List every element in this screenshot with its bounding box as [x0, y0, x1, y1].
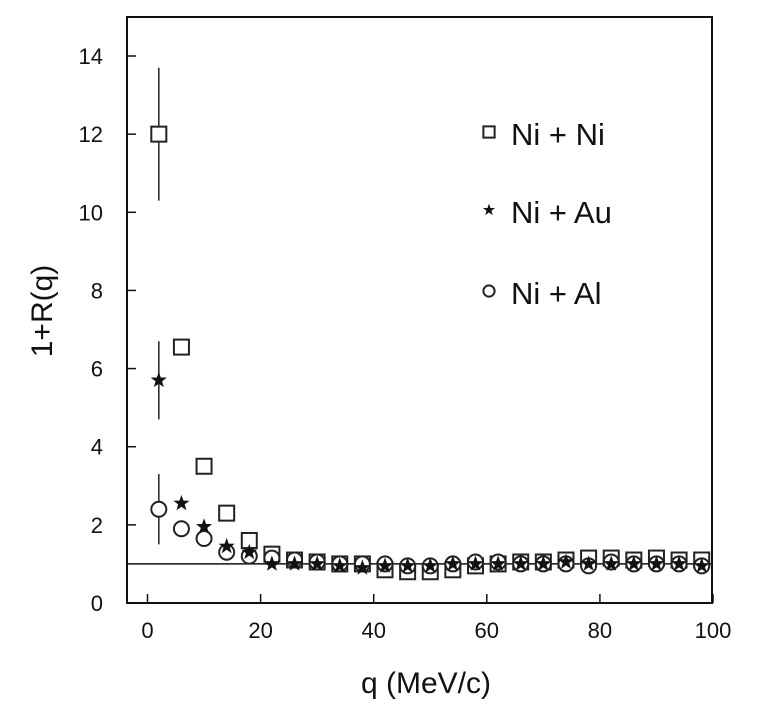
ni-au-point [399, 557, 416, 573]
ni-au-point [218, 537, 235, 554]
ni-au-point [648, 555, 665, 571]
ni-al-point [195, 530, 213, 548]
ni-au-point [173, 494, 190, 511]
x-axis-ticks: 0 20 40 60 80 100 [141, 594, 731, 643]
ni-au-point [625, 555, 642, 571]
ni-ni-point [195, 457, 213, 475]
legend: Ni + Ni Ni + Au Ni + Al [482, 117, 612, 311]
ni-au-point [195, 518, 213, 534]
ni-au-point [286, 555, 303, 571]
legend-marker-star [482, 203, 496, 216]
ni-au-point [241, 543, 258, 560]
ni-au-point [150, 371, 167, 388]
y-tick-label: 6 [91, 357, 103, 382]
y-tick-label: 8 [91, 278, 103, 303]
ni-au-point [693, 557, 710, 573]
ni-al-point [172, 520, 190, 538]
ni-au-point [376, 557, 394, 573]
x-tick-label: 100 [695, 618, 732, 643]
y-tick-label: 0 [91, 591, 103, 616]
ni-au-point [535, 555, 552, 571]
legend-label: Ni + Au [511, 195, 612, 230]
x-tick-label: 40 [361, 618, 385, 643]
x-tick-label: 20 [248, 618, 272, 643]
y-tick-label: 12 [79, 122, 103, 147]
y-axis-ticks: 0 2 4 6 8 10 12 14 [79, 44, 136, 616]
ni-au-point [557, 553, 575, 569]
ni-ni-point [172, 338, 190, 356]
ni-au-point [354, 559, 371, 575]
ni-au-point [309, 555, 326, 571]
legend-label: Ni + Al [511, 276, 601, 311]
legend-label: Ni + Ni [511, 117, 605, 152]
ni-au-point [603, 555, 620, 571]
legend-marker-square [482, 125, 496, 139]
ni-ni-point [218, 504, 236, 522]
data-points [150, 125, 711, 581]
ni-au-point [512, 555, 529, 571]
ni-au-point [444, 555, 461, 571]
x-axis-label: q (MeV/c) [361, 667, 491, 700]
y-tick-label: 14 [79, 44, 103, 69]
ni-ni-point [150, 125, 168, 143]
y-axis-label: 1+R(q) [26, 265, 59, 358]
ni-al-point [150, 500, 168, 518]
y-tick-label: 4 [91, 435, 103, 460]
y-tick-label: 2 [91, 513, 103, 538]
ni-au-point [467, 555, 484, 571]
legend-marker-circle [482, 284, 496, 298]
x-tick-label: 80 [588, 618, 612, 643]
ni-au-point [670, 555, 688, 571]
x-tick-label: 60 [475, 618, 499, 643]
plot-frame [126, 16, 713, 604]
ni-au-point [331, 557, 348, 573]
ni-au-point [490, 555, 507, 571]
ni-au-point [422, 557, 439, 573]
ni-au-point [580, 555, 597, 571]
y-tick-label: 10 [79, 200, 103, 225]
ni-au-point [263, 555, 280, 571]
x-tick-label: 0 [141, 618, 153, 643]
